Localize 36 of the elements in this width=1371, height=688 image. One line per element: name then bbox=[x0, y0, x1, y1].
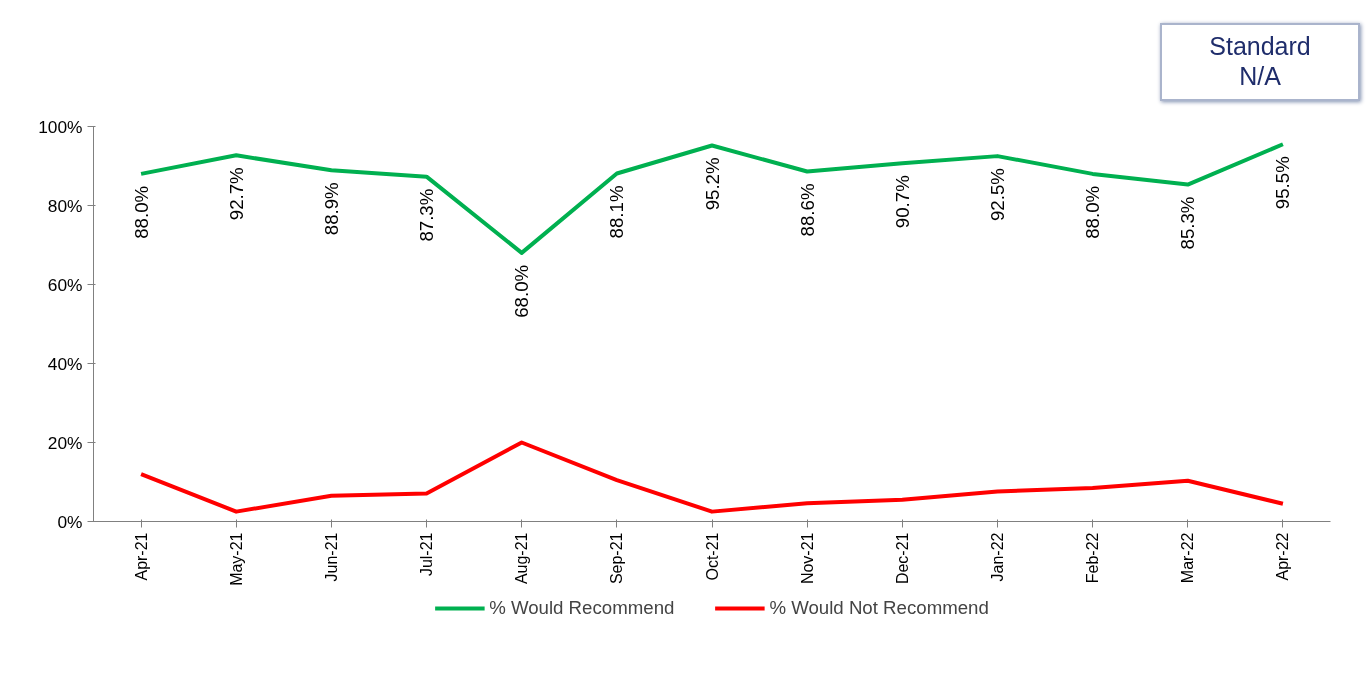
y-tick-label: 60% bbox=[47, 274, 83, 295]
data-label: 88.0% bbox=[1082, 185, 1104, 239]
text: Standard N/A bbox=[1209, 31, 1311, 91]
x-tick-label: Sep-21 bbox=[608, 532, 626, 585]
data-label: 88.6% bbox=[796, 183, 818, 237]
data-label: 95.5% bbox=[1272, 156, 1294, 210]
y-tick-label: 80% bbox=[47, 195, 83, 216]
x-tick-label: Apr-22 bbox=[1274, 532, 1292, 581]
data-label: 90.7% bbox=[891, 175, 913, 229]
legend-label: % Would Recommend bbox=[489, 597, 675, 619]
x-tick-label: Dec-21 bbox=[893, 532, 911, 585]
data-label: 85.3% bbox=[1177, 196, 1199, 250]
legend-label: % Would Not Recommend bbox=[769, 597, 989, 619]
x-tick-label: Apr-21 bbox=[132, 532, 150, 581]
data-label: 87.3% bbox=[416, 188, 438, 242]
x-tick-label: May-21 bbox=[227, 532, 245, 586]
y-tick-label: 20% bbox=[47, 432, 83, 453]
data-label: 92.7% bbox=[225, 167, 247, 221]
x-tick-label: Jun-21 bbox=[322, 532, 340, 582]
x-tick-label: Nov-21 bbox=[798, 532, 816, 585]
data-label: 95.2% bbox=[701, 157, 723, 211]
y-tick-label: 100% bbox=[38, 116, 83, 137]
x-tick-label: Mar-22 bbox=[1179, 532, 1197, 584]
data-label: 88.1% bbox=[606, 185, 628, 239]
x-tick-label: Jan-22 bbox=[988, 532, 1006, 582]
x-tick-label: Jul-21 bbox=[418, 532, 436, 577]
y-tick-label: 0% bbox=[57, 511, 83, 532]
x-tick-label: Feb-22 bbox=[1084, 532, 1102, 584]
x-tick-label: Aug-21 bbox=[513, 532, 531, 585]
data-label: 68.0% bbox=[511, 264, 533, 318]
y-tick-label: 40% bbox=[47, 353, 83, 374]
line-series bbox=[139, 440, 1285, 514]
data-label: 88.0% bbox=[130, 185, 152, 239]
x-tick-label: Oct-21 bbox=[703, 532, 721, 581]
data-label: 88.9% bbox=[320, 182, 342, 236]
data-label: 92.5% bbox=[986, 168, 1008, 222]
